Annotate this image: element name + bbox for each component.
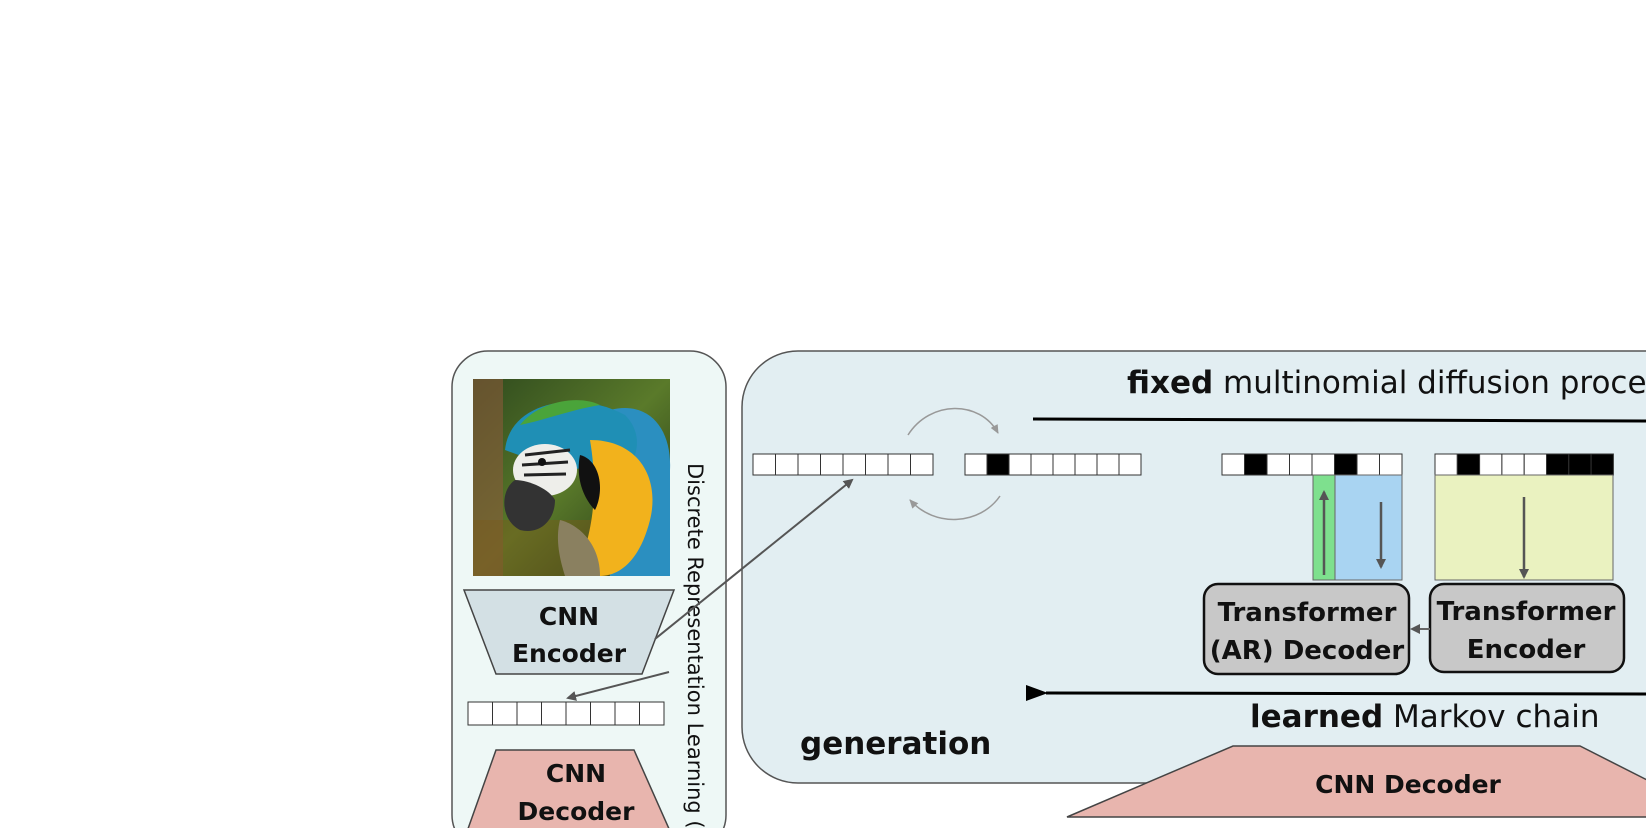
- cnn-encoder-label-1: CNN: [539, 602, 599, 631]
- cnn-encoder-block: CNN Encoder: [462, 589, 676, 675]
- token-row-3: [1221, 453, 1403, 476]
- token-cell: [1568, 453, 1592, 476]
- token-cell: [1311, 453, 1335, 476]
- token-cell: [614, 701, 640, 726]
- left-panel: CNN Encoder CNN Decoder Discrete Represe…: [451, 350, 727, 828]
- cycle-arrow-top: [907, 407, 999, 436]
- tokens-to-latent-arrow: [566, 671, 670, 701]
- token-cell: [887, 453, 911, 476]
- token-cell: [1096, 453, 1120, 476]
- token-cell: [910, 453, 934, 476]
- token-cell: [516, 701, 542, 726]
- generation-label: generation: [800, 726, 991, 762]
- token-cell: [1118, 453, 1142, 476]
- token-row-2: [964, 453, 1142, 476]
- learned-chain-title: learned Markov chain: [1250, 699, 1599, 735]
- token-cell: [1221, 453, 1245, 476]
- token-cell: [775, 453, 799, 476]
- fixed-process-arrow-line: [1032, 417, 1646, 423]
- token-cell: [797, 453, 821, 476]
- token-cell: [1456, 453, 1481, 476]
- token-cell: [1523, 453, 1547, 476]
- transformer-encoder-label-2: Encoder: [1467, 635, 1586, 665]
- token-cell: [1289, 453, 1313, 476]
- learned-chain-arrow-line: [1025, 684, 1646, 701]
- token-cell: [1244, 453, 1268, 476]
- token-cell: [1479, 453, 1503, 476]
- token-cell: [1074, 453, 1098, 476]
- cycle-arrow-bottom: [909, 495, 1001, 521]
- token-cell: [492, 701, 518, 726]
- token-cell: [1501, 453, 1525, 476]
- token-row-1: [752, 453, 934, 476]
- token-cell: [1434, 453, 1458, 476]
- cnn-decoder-block-bottom: CNN Decoder: [1066, 745, 1646, 818]
- token-cell: [1008, 453, 1032, 476]
- parrot-photo-icon: [473, 379, 671, 576]
- token-cell: [1030, 453, 1054, 476]
- cnn-decoder-left-label-1: CNN: [546, 759, 606, 788]
- latent-token-row: [467, 701, 665, 726]
- token-row-4: [1434, 453, 1614, 476]
- vertical-section-label: Discrete Representation Learning (V: [683, 463, 707, 828]
- token-cell: [639, 701, 665, 726]
- token-cell: [1266, 453, 1290, 476]
- blue-strip: [1334, 474, 1403, 581]
- token-cell: [541, 701, 567, 726]
- cnn-encoder-label-2: Encoder: [512, 639, 627, 668]
- fixed-process-title: fixed multinomial diffusion process: [1127, 365, 1646, 401]
- cnn-decoder-bottom-label: CNN Decoder: [1315, 770, 1501, 799]
- token-cell: [1052, 453, 1076, 476]
- transformer-ar-decoder-block: Transformer (AR) Decoder: [1202, 582, 1411, 676]
- token-cell: [964, 453, 988, 476]
- transformer-decoder-label-1: Transformer: [1218, 598, 1397, 628]
- token-cell: [1590, 453, 1614, 476]
- token-cell: [752, 453, 776, 476]
- transformer-encoder-block: Transformer Encoder: [1428, 582, 1626, 674]
- token-cell: [986, 453, 1010, 476]
- token-cell: [1379, 453, 1403, 476]
- token-cell: [1356, 453, 1380, 476]
- token-cell: [590, 701, 616, 726]
- token-cell: [865, 453, 889, 476]
- token-cell: [820, 453, 844, 476]
- transformer-encoder-label-1: Transformer: [1437, 597, 1616, 627]
- token-cell: [842, 453, 866, 476]
- diffusion-panel: fixed multinomial diffusion process Tran…: [741, 350, 1646, 784]
- cnn-decoder-block-left: CNN Decoder: [467, 749, 670, 828]
- token-cell: [467, 701, 493, 726]
- token-cell: [565, 701, 591, 726]
- transformer-decoder-label-2: (AR) Decoder: [1210, 636, 1405, 666]
- token-cell: [1546, 453, 1570, 476]
- cnn-decoder-left-label-2: Decoder: [518, 797, 636, 826]
- token-cell: [1334, 453, 1358, 476]
- encoder-to-tokens-arrow: [654, 478, 854, 640]
